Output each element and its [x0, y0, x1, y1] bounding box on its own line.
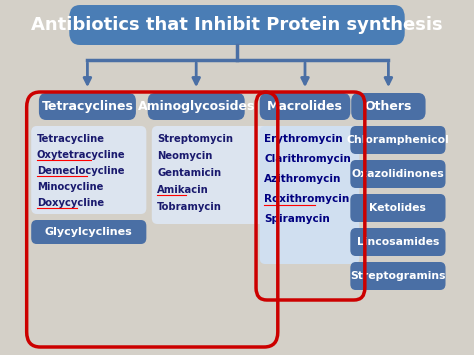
FancyBboxPatch shape	[350, 262, 446, 290]
Text: Chloramphenicol: Chloramphenicol	[346, 135, 449, 145]
Text: Amikacin: Amikacin	[157, 185, 209, 195]
Text: Glycylcyclines: Glycylcyclines	[45, 227, 133, 237]
FancyBboxPatch shape	[31, 220, 146, 244]
Text: Spiramycin: Spiramycin	[264, 214, 330, 224]
FancyBboxPatch shape	[351, 93, 426, 120]
FancyBboxPatch shape	[260, 126, 359, 264]
Text: Erythromycin: Erythromycin	[264, 134, 343, 144]
Text: Aminoglycosides: Aminoglycosides	[137, 100, 255, 113]
FancyBboxPatch shape	[148, 93, 245, 120]
FancyBboxPatch shape	[31, 126, 146, 214]
Text: Lincosamides: Lincosamides	[357, 237, 439, 247]
Text: Macrolides: Macrolides	[267, 100, 343, 113]
Text: Minocycline: Minocycline	[36, 182, 103, 192]
Text: Oxytetracycline: Oxytetracycline	[36, 150, 125, 160]
FancyBboxPatch shape	[350, 228, 446, 256]
Text: Others: Others	[365, 100, 412, 113]
Text: Oxazolidinones: Oxazolidinones	[352, 169, 444, 179]
Text: Gentamicin: Gentamicin	[157, 168, 221, 178]
Text: Streptogramins: Streptogramins	[350, 271, 446, 281]
FancyBboxPatch shape	[350, 194, 446, 222]
FancyBboxPatch shape	[152, 126, 270, 224]
Text: Clarithromycin: Clarithromycin	[264, 154, 351, 164]
Text: Demeclocycline: Demeclocycline	[36, 166, 124, 176]
Text: Doxycycline: Doxycycline	[36, 198, 104, 208]
Text: Streptomycin: Streptomycin	[157, 134, 233, 144]
FancyBboxPatch shape	[350, 160, 446, 188]
Text: Antibiotics that Inhibit Protein synthesis: Antibiotics that Inhibit Protein synthes…	[31, 16, 443, 34]
FancyBboxPatch shape	[69, 5, 405, 45]
Text: Azithromycin: Azithromycin	[264, 174, 342, 184]
Text: Roxithromycin: Roxithromycin	[264, 194, 349, 204]
FancyBboxPatch shape	[39, 93, 136, 120]
Text: Tobramycin: Tobramycin	[157, 202, 222, 212]
FancyBboxPatch shape	[260, 93, 350, 120]
Text: Tetracycline: Tetracycline	[36, 134, 105, 144]
FancyBboxPatch shape	[350, 126, 446, 154]
Text: Neomycin: Neomycin	[157, 151, 213, 161]
Text: Tetracyclines: Tetracyclines	[41, 100, 133, 113]
Text: Ketolides: Ketolides	[369, 203, 426, 213]
